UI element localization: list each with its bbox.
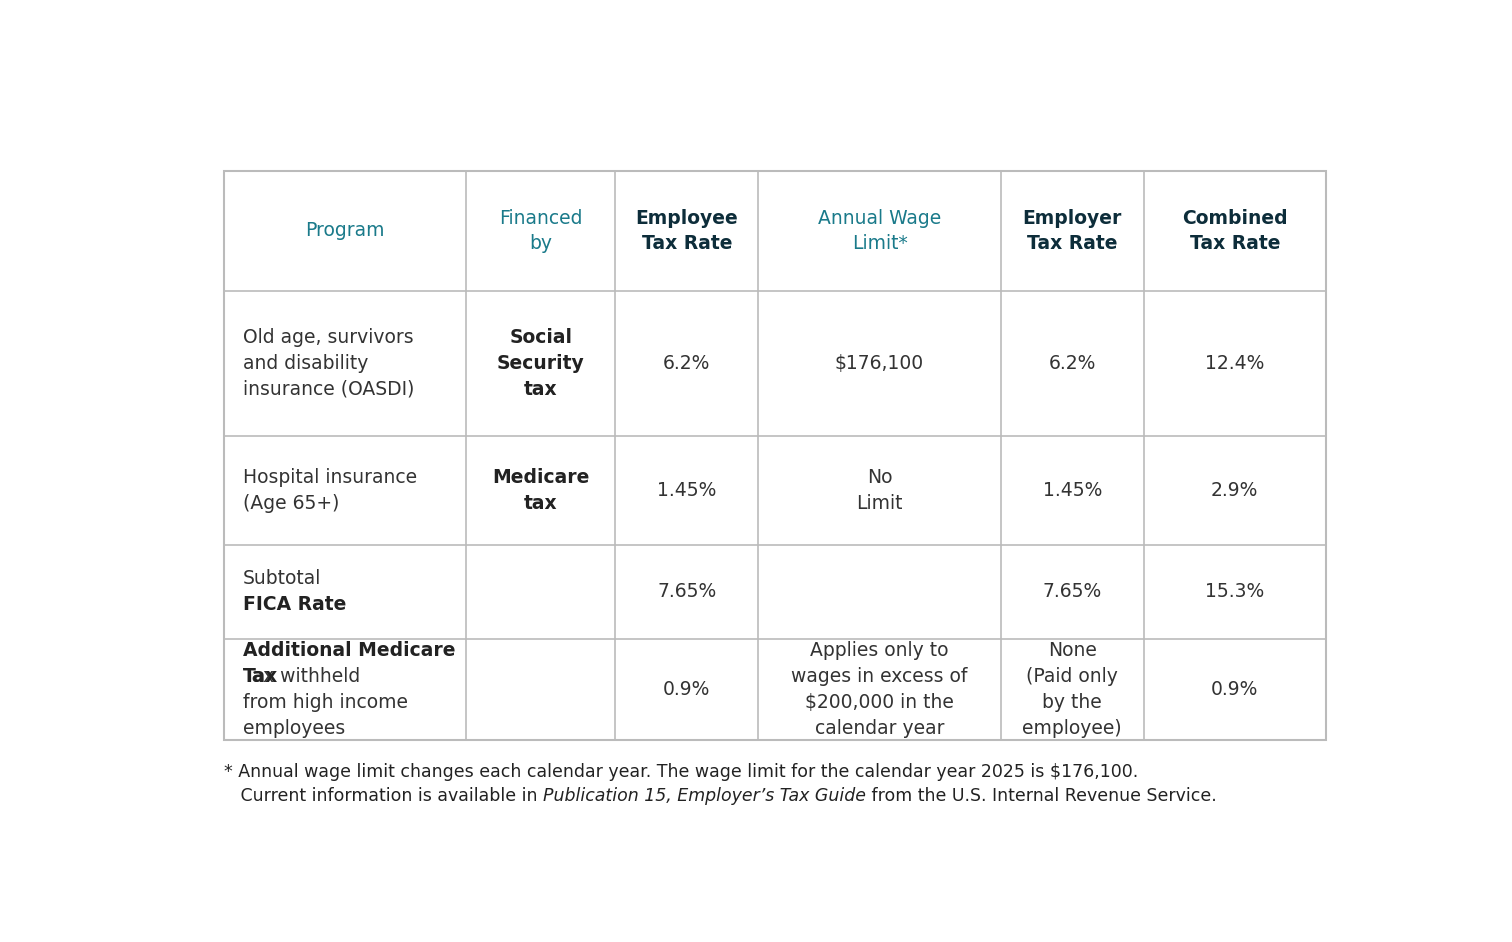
Text: Program: Program [305, 221, 386, 240]
Text: 15.3%: 15.3% [1205, 582, 1264, 601]
Text: tax: tax [525, 494, 558, 512]
Text: Employer
Tax Rate: Employer Tax Rate [1022, 209, 1122, 252]
Text: 6.2%: 6.2% [1049, 354, 1096, 373]
Text: Limit: Limit [856, 494, 903, 512]
Text: from high income: from high income [243, 693, 408, 712]
Text: employee): employee) [1022, 720, 1122, 739]
Text: 6.2%: 6.2% [664, 354, 711, 373]
Text: Social: Social [510, 328, 573, 347]
Text: insurance (OASDI): insurance (OASDI) [243, 380, 414, 398]
Text: employees: employees [243, 720, 345, 739]
Text: wages in excess of: wages in excess of [791, 667, 968, 686]
Text: by the: by the [1042, 693, 1102, 712]
Text: Medicare: Medicare [491, 467, 590, 487]
Text: Financed
by: Financed by [499, 209, 582, 252]
Text: Annual Wage
Limit*: Annual Wage Limit* [818, 209, 940, 252]
Text: 2.9%: 2.9% [1211, 480, 1258, 499]
Text: FICA Rate: FICA Rate [243, 595, 346, 614]
Text: 1.45%: 1.45% [658, 480, 717, 499]
Text: $200,000 in the: $200,000 in the [804, 693, 954, 712]
Text: and disability: and disability [243, 354, 369, 373]
Text: Applies only to: Applies only to [810, 641, 950, 660]
Text: Publication 15, Employer’s Tax Guide: Publication 15, Employer’s Tax Guide [543, 788, 866, 805]
Text: 1.45%: 1.45% [1043, 480, 1102, 499]
Text: 7.65%: 7.65% [1043, 582, 1102, 601]
Text: 0.9%: 0.9% [1211, 680, 1258, 699]
Text: None: None [1048, 641, 1096, 660]
Text: Additional Medicare: Additional Medicare [243, 641, 455, 660]
Text: Tax withheld: Tax withheld [243, 667, 360, 686]
Text: $176,100: $176,100 [835, 354, 924, 373]
Text: (Age 65+): (Age 65+) [243, 494, 339, 512]
Text: * Annual wage limit changes each calendar year. The wage limit for the calendar : * Annual wage limit changes each calenda… [224, 763, 1139, 781]
Text: calendar year: calendar year [815, 720, 945, 739]
Text: (Paid only: (Paid only [1027, 667, 1119, 686]
Text: 12.4%: 12.4% [1205, 354, 1264, 373]
Text: Old age, survivors: Old age, survivors [243, 328, 413, 347]
Text: 0.9%: 0.9% [664, 680, 711, 699]
Text: Security: Security [497, 354, 585, 373]
Text: Subtotal: Subtotal [243, 569, 321, 588]
Text: Current information is available in: Current information is available in [224, 788, 543, 805]
Bar [224, 171, 1326, 740]
Text: No: No [866, 467, 892, 487]
Text: 7.65%: 7.65% [658, 582, 717, 601]
Text: Employee
Tax Rate: Employee Tax Rate [635, 209, 738, 252]
Text: from the U.S. Internal Revenue Service.: from the U.S. Internal Revenue Service. [866, 788, 1217, 805]
Text: Hospital insurance: Hospital insurance [243, 467, 417, 487]
Text: tax: tax [525, 380, 558, 398]
Text: Combined
Tax Rate: Combined Tax Rate [1182, 209, 1288, 252]
Text: Tax: Tax [243, 667, 278, 686]
